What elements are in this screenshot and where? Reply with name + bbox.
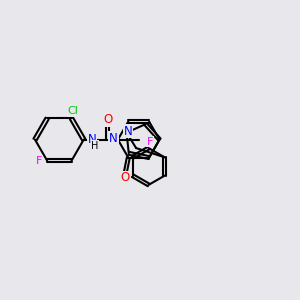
Text: F: F xyxy=(147,136,153,146)
Text: O: O xyxy=(121,171,130,184)
Text: O: O xyxy=(103,113,112,126)
Text: F: F xyxy=(36,156,42,166)
Text: N: N xyxy=(109,132,118,145)
Text: H: H xyxy=(91,141,99,151)
Text: Cl: Cl xyxy=(68,106,79,116)
Text: N: N xyxy=(88,133,96,146)
Text: N: N xyxy=(124,124,132,138)
